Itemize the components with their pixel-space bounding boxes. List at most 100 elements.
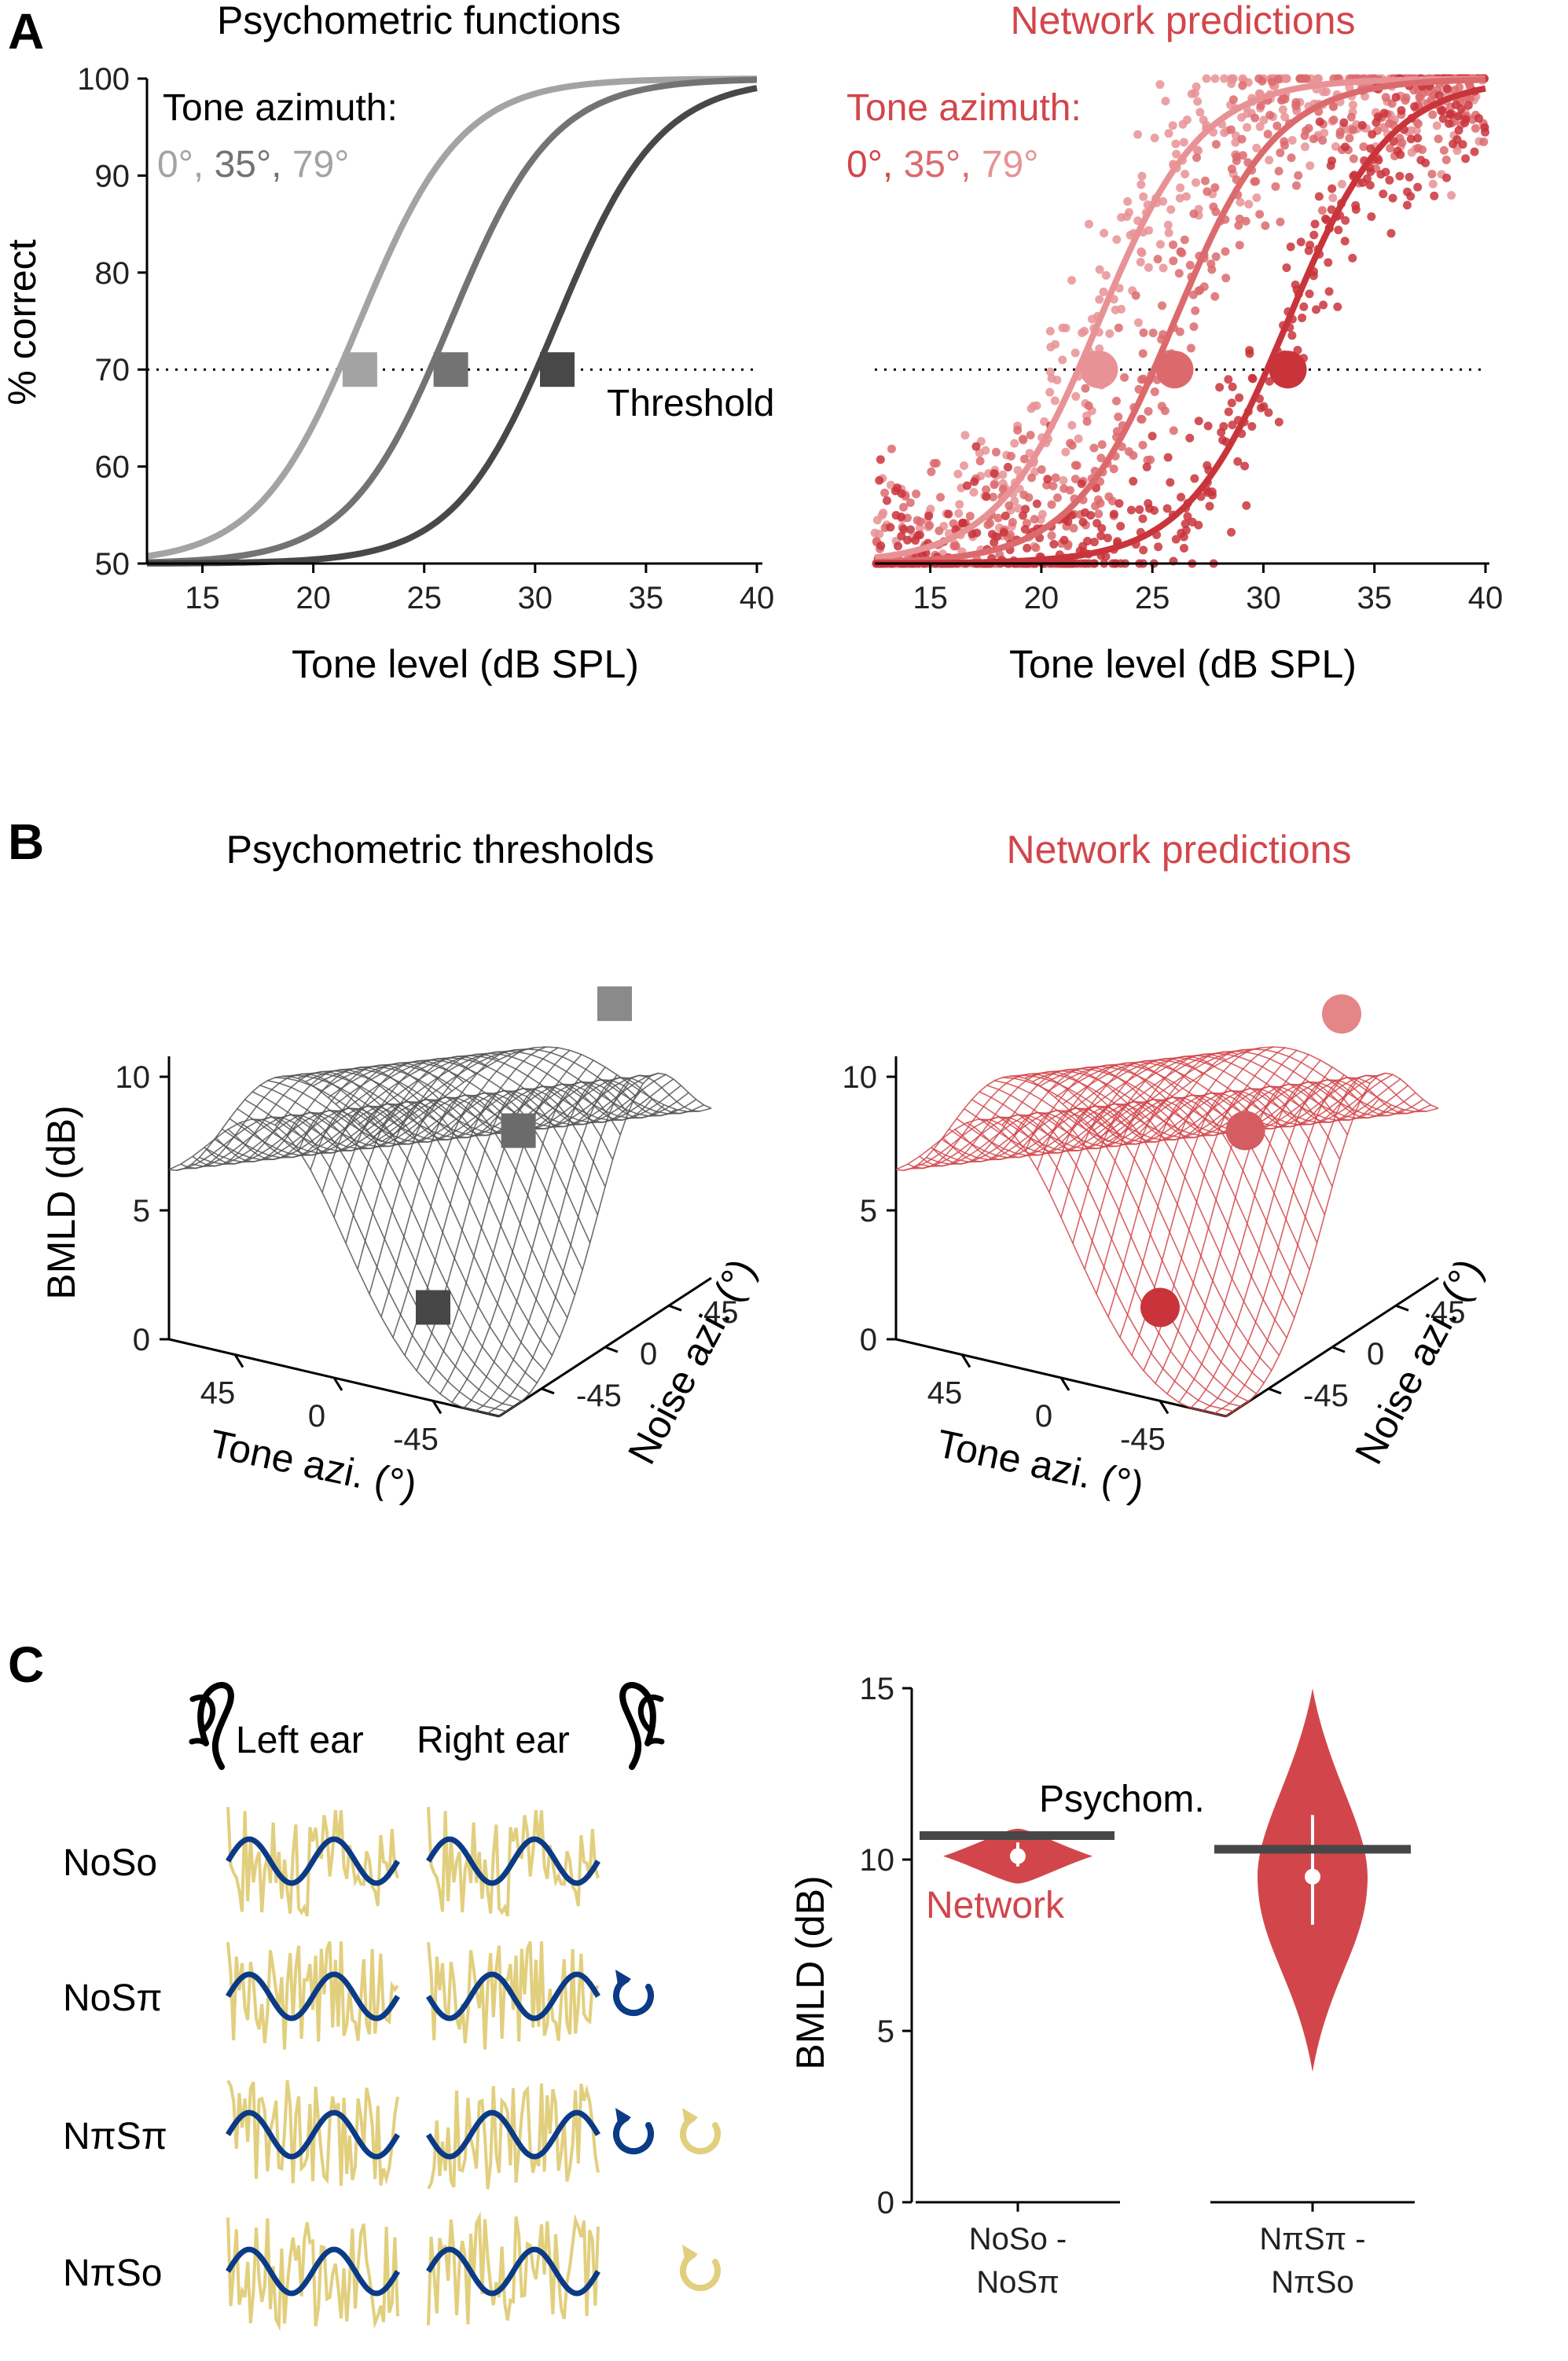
scatter-point bbox=[1385, 175, 1394, 185]
x-tick-label: 0 bbox=[1035, 1399, 1052, 1434]
scatter-point bbox=[1331, 141, 1340, 151]
scatter-point bbox=[1061, 447, 1070, 457]
scatter-point bbox=[1182, 115, 1192, 124]
scatter-point bbox=[1445, 109, 1455, 119]
scatter-point bbox=[1026, 404, 1036, 413]
scatter-point bbox=[1327, 184, 1337, 193]
panel-label-c: C bbox=[8, 1636, 44, 1693]
scatter-point bbox=[882, 496, 891, 505]
scatter-point bbox=[1335, 130, 1345, 140]
scatter-point bbox=[1274, 417, 1283, 427]
scatter-point bbox=[1169, 256, 1178, 266]
scatter-point bbox=[1150, 387, 1159, 396]
scatter-point bbox=[1301, 142, 1310, 152]
scatter-point bbox=[1242, 501, 1251, 510]
scatter-point bbox=[1071, 391, 1081, 401]
scatter-point bbox=[1129, 451, 1138, 461]
scatter-point bbox=[1180, 235, 1189, 244]
surface-marker bbox=[1322, 994, 1361, 1034]
signal-phase-flip-icon-head bbox=[615, 1970, 631, 1990]
y-tick-label: -45 bbox=[576, 1379, 622, 1413]
scatter-point bbox=[1155, 80, 1165, 90]
a-left-legend-values: 0°, 35°, 79° bbox=[157, 144, 349, 185]
scatter-point bbox=[1247, 421, 1257, 431]
scatter-point bbox=[1282, 74, 1291, 83]
surface-marker bbox=[1140, 1287, 1180, 1327]
scatter-point bbox=[1228, 95, 1238, 105]
scatter-point bbox=[1101, 552, 1111, 561]
surface-line bbox=[1047, 1063, 1378, 1130]
scatter-point bbox=[1255, 210, 1265, 219]
scatter-point bbox=[1319, 300, 1328, 310]
surface-line bbox=[1190, 1079, 1404, 1409]
surface-line bbox=[343, 1057, 674, 1124]
noise-right bbox=[427, 2211, 600, 2326]
scatter-point bbox=[1154, 542, 1163, 552]
a-right-legend-title: Tone azimuth: bbox=[846, 87, 1081, 129]
surface-line bbox=[380, 1046, 712, 1143]
y-tick-label: 15 bbox=[860, 1672, 895, 1706]
scatter-point bbox=[1185, 433, 1195, 442]
scatter-point bbox=[1434, 134, 1443, 144]
scatter-point bbox=[936, 493, 946, 502]
x-tick-label: 40 bbox=[740, 581, 775, 615]
c-y-label: BMLD (dB) bbox=[788, 1875, 832, 2069]
scatter-point bbox=[1449, 86, 1459, 95]
scatter-point bbox=[1261, 221, 1270, 230]
scatter-point bbox=[1445, 119, 1454, 128]
scatter-point bbox=[1139, 328, 1148, 337]
scatter-point bbox=[1210, 183, 1220, 193]
scatter-point bbox=[1013, 504, 1023, 513]
scatter-point bbox=[1137, 414, 1147, 424]
scatter-point bbox=[960, 431, 970, 440]
chart-b-left-title: Psychometric thresholds bbox=[226, 828, 655, 872]
a-right-x-label: Tone level (dB SPL) bbox=[1009, 642, 1357, 686]
scatter-point bbox=[1346, 112, 1356, 122]
scatter-point bbox=[1059, 476, 1068, 485]
x-tick-label: 30 bbox=[518, 581, 553, 615]
scatter-point bbox=[1243, 123, 1252, 132]
scatter-point bbox=[1203, 421, 1213, 431]
noise-left bbox=[226, 1807, 399, 1917]
scatter-point bbox=[1386, 229, 1396, 238]
scatter-point bbox=[927, 467, 936, 476]
scatter-point bbox=[1069, 523, 1078, 533]
threshold-marker bbox=[433, 352, 468, 387]
scatter-point bbox=[1265, 110, 1275, 119]
scatter-point bbox=[1162, 504, 1172, 513]
scatter-point bbox=[1454, 126, 1463, 135]
surface-line bbox=[1085, 1052, 1416, 1125]
scatter-point bbox=[1280, 94, 1290, 104]
noise-left bbox=[226, 2217, 399, 2332]
a-left-x-label: Tone level (dB SPL) bbox=[292, 642, 639, 686]
a-left-legend-title: Tone azimuth: bbox=[163, 87, 398, 129]
x-tick-mark bbox=[332, 1377, 343, 1391]
surface-line bbox=[1092, 1050, 1424, 1132]
scatter-point bbox=[1018, 435, 1027, 444]
psychom-label: Psychom. bbox=[1039, 1779, 1205, 1820]
scatter-point bbox=[1447, 190, 1456, 200]
scatter-point bbox=[876, 455, 885, 464]
scatter-point bbox=[1291, 101, 1301, 111]
scatter-point bbox=[1077, 479, 1086, 489]
surface-line bbox=[439, 1083, 653, 1394]
surface-line bbox=[1009, 1074, 1341, 1160]
scatter-point bbox=[1164, 228, 1173, 237]
scatter-point bbox=[1031, 543, 1041, 553]
scatter-point bbox=[1395, 171, 1405, 181]
scatter-point bbox=[1172, 149, 1181, 159]
signal-left bbox=[226, 1971, 400, 2021]
scatter-point bbox=[1348, 253, 1357, 263]
scatter-point bbox=[1176, 183, 1185, 193]
x-tick-label: 30 bbox=[1246, 581, 1281, 615]
scatter-point bbox=[1357, 120, 1367, 130]
threshold-marker bbox=[1269, 351, 1307, 389]
panel-label-a: A bbox=[8, 3, 44, 60]
scatter-point bbox=[1133, 130, 1143, 139]
scatter-point bbox=[1171, 139, 1181, 149]
surface-marker bbox=[1225, 1111, 1265, 1151]
scatter-point bbox=[1144, 263, 1153, 272]
scatter-point bbox=[1379, 189, 1388, 199]
scatter-point bbox=[1203, 488, 1213, 498]
scatter-point bbox=[1032, 499, 1041, 509]
